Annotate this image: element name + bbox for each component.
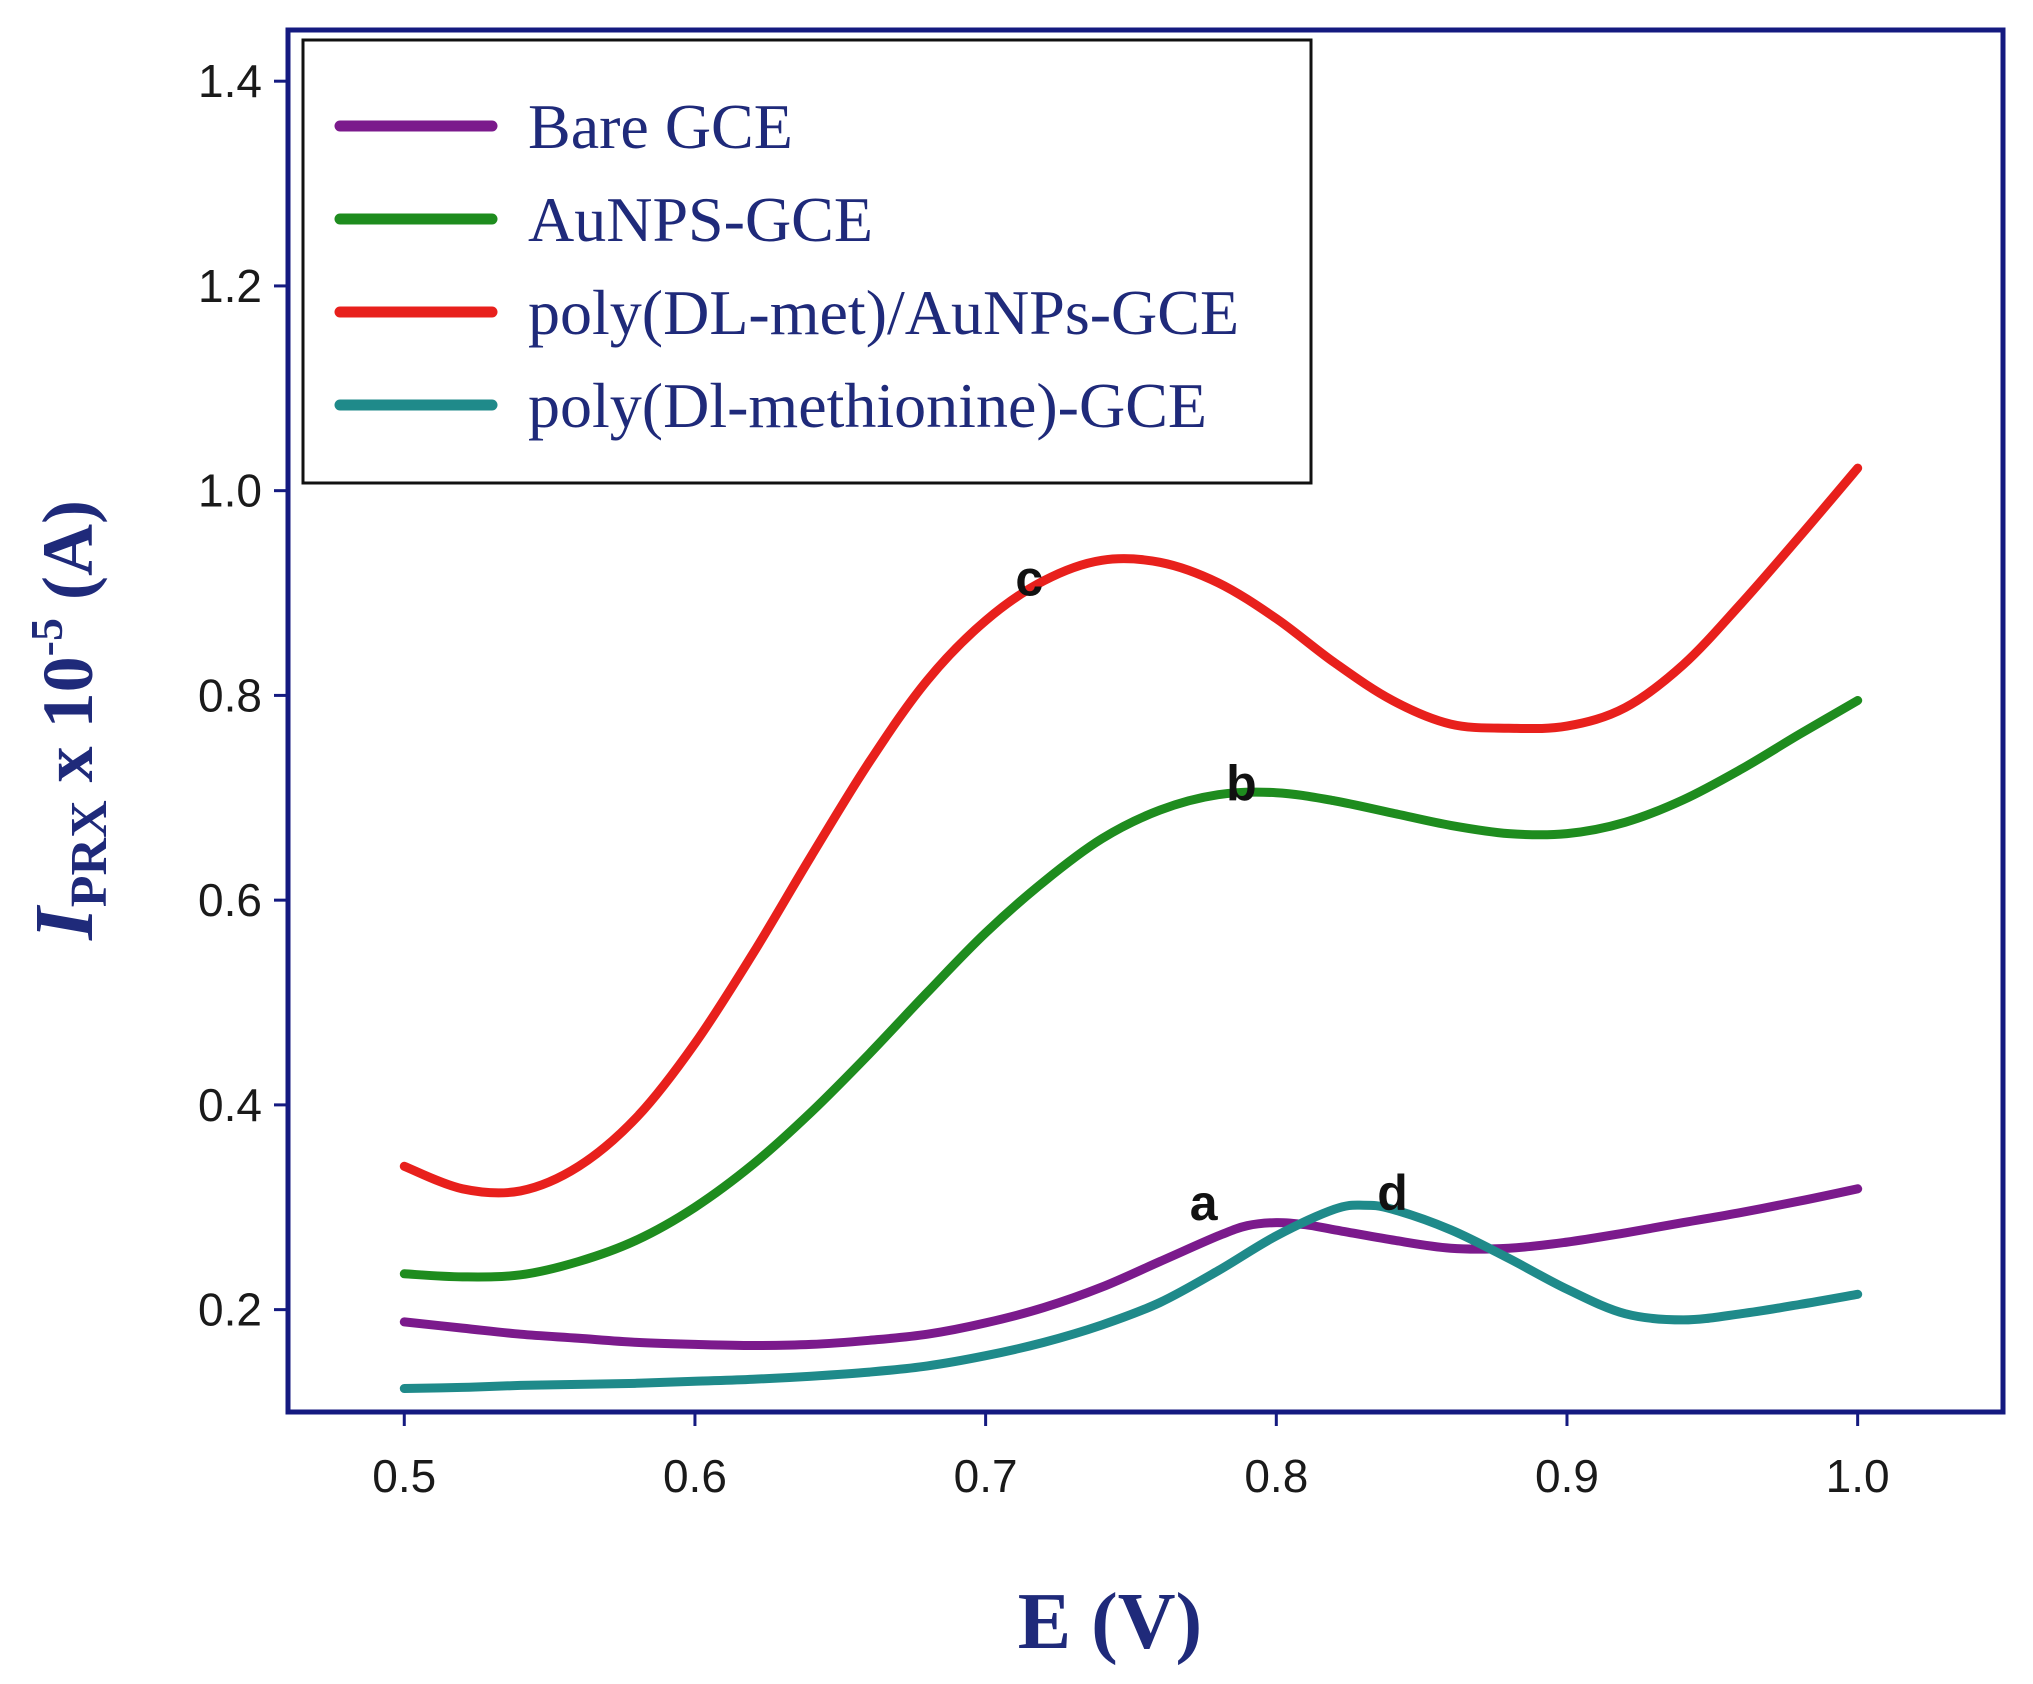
- y-tick-label-6: 1.4: [198, 55, 262, 107]
- series-layer: [399, 463, 1863, 1393]
- y-tick-label-0: 0.2: [198, 1284, 262, 1336]
- legend-label-1: AuNPS-GCE: [528, 184, 873, 255]
- curve-label-d: d: [1377, 1165, 1408, 1221]
- x-tick-label-0: 0.5: [372, 1450, 436, 1502]
- legend-label-3: poly(Dl-methionine)-GCE: [528, 370, 1207, 441]
- curve-label-b: b: [1226, 755, 1257, 811]
- y-tick-label-2: 0.6: [198, 874, 262, 926]
- legend: Bare GCE AuNPS-GCE poly(DL-met)/AuNPs-GCE p…: [301, 38, 1313, 485]
- x-tick-label-2: 0.7: [954, 1450, 1018, 1502]
- series-line-aunps-gce: [399, 696, 1863, 1282]
- x-axis: 0.5 0.6 0.7 0.8 0.9 1.0: [372, 1412, 1890, 1502]
- y-axis-title-middle: x 10: [28, 656, 108, 800]
- y-tick-label-3: 0.8: [198, 669, 262, 721]
- x-tick-label-3: 0.8: [1244, 1450, 1308, 1502]
- x-tick-label-5: 1.0: [1826, 1450, 1890, 1502]
- series-line-poly-dl-met-aunps-gce: [399, 463, 1863, 1198]
- y-axis-title-subscript: PRX: [61, 800, 118, 907]
- y-tick-label-1: 0.4: [198, 1079, 262, 1131]
- x-tick-label-1: 0.6: [663, 1450, 727, 1502]
- x-axis-title: E (V): [1018, 1578, 1202, 1666]
- curve-label-a: a: [1190, 1175, 1219, 1231]
- y-axis-title-superscript: -5: [21, 618, 72, 656]
- y-tick-label-5: 1.2: [198, 260, 262, 312]
- series-line-poly-dl-methionine-gce: [399, 1200, 1863, 1393]
- legend-label-0: Bare GCE: [528, 91, 793, 162]
- y-tick-label-4: 1.0: [198, 465, 262, 517]
- y-axis-title-symbol: I: [18, 904, 111, 941]
- y-axis-title: IPRX x 10-5 (A): [18, 500, 118, 941]
- curve-labels: a b c d: [1015, 551, 1408, 1231]
- y-axis-title-unit: (A): [28, 500, 108, 618]
- series-line-bare-gce: [399, 1184, 1863, 1350]
- curve-label-c: c: [1015, 551, 1043, 607]
- legend-label-2: poly(DL-met)/AuNPs-GCE: [528, 277, 1239, 348]
- y-axis: 0.2 0.4 0.6 0.8 1.0 1.2 1.4: [198, 55, 288, 1336]
- x-tick-label-4: 0.9: [1535, 1450, 1599, 1502]
